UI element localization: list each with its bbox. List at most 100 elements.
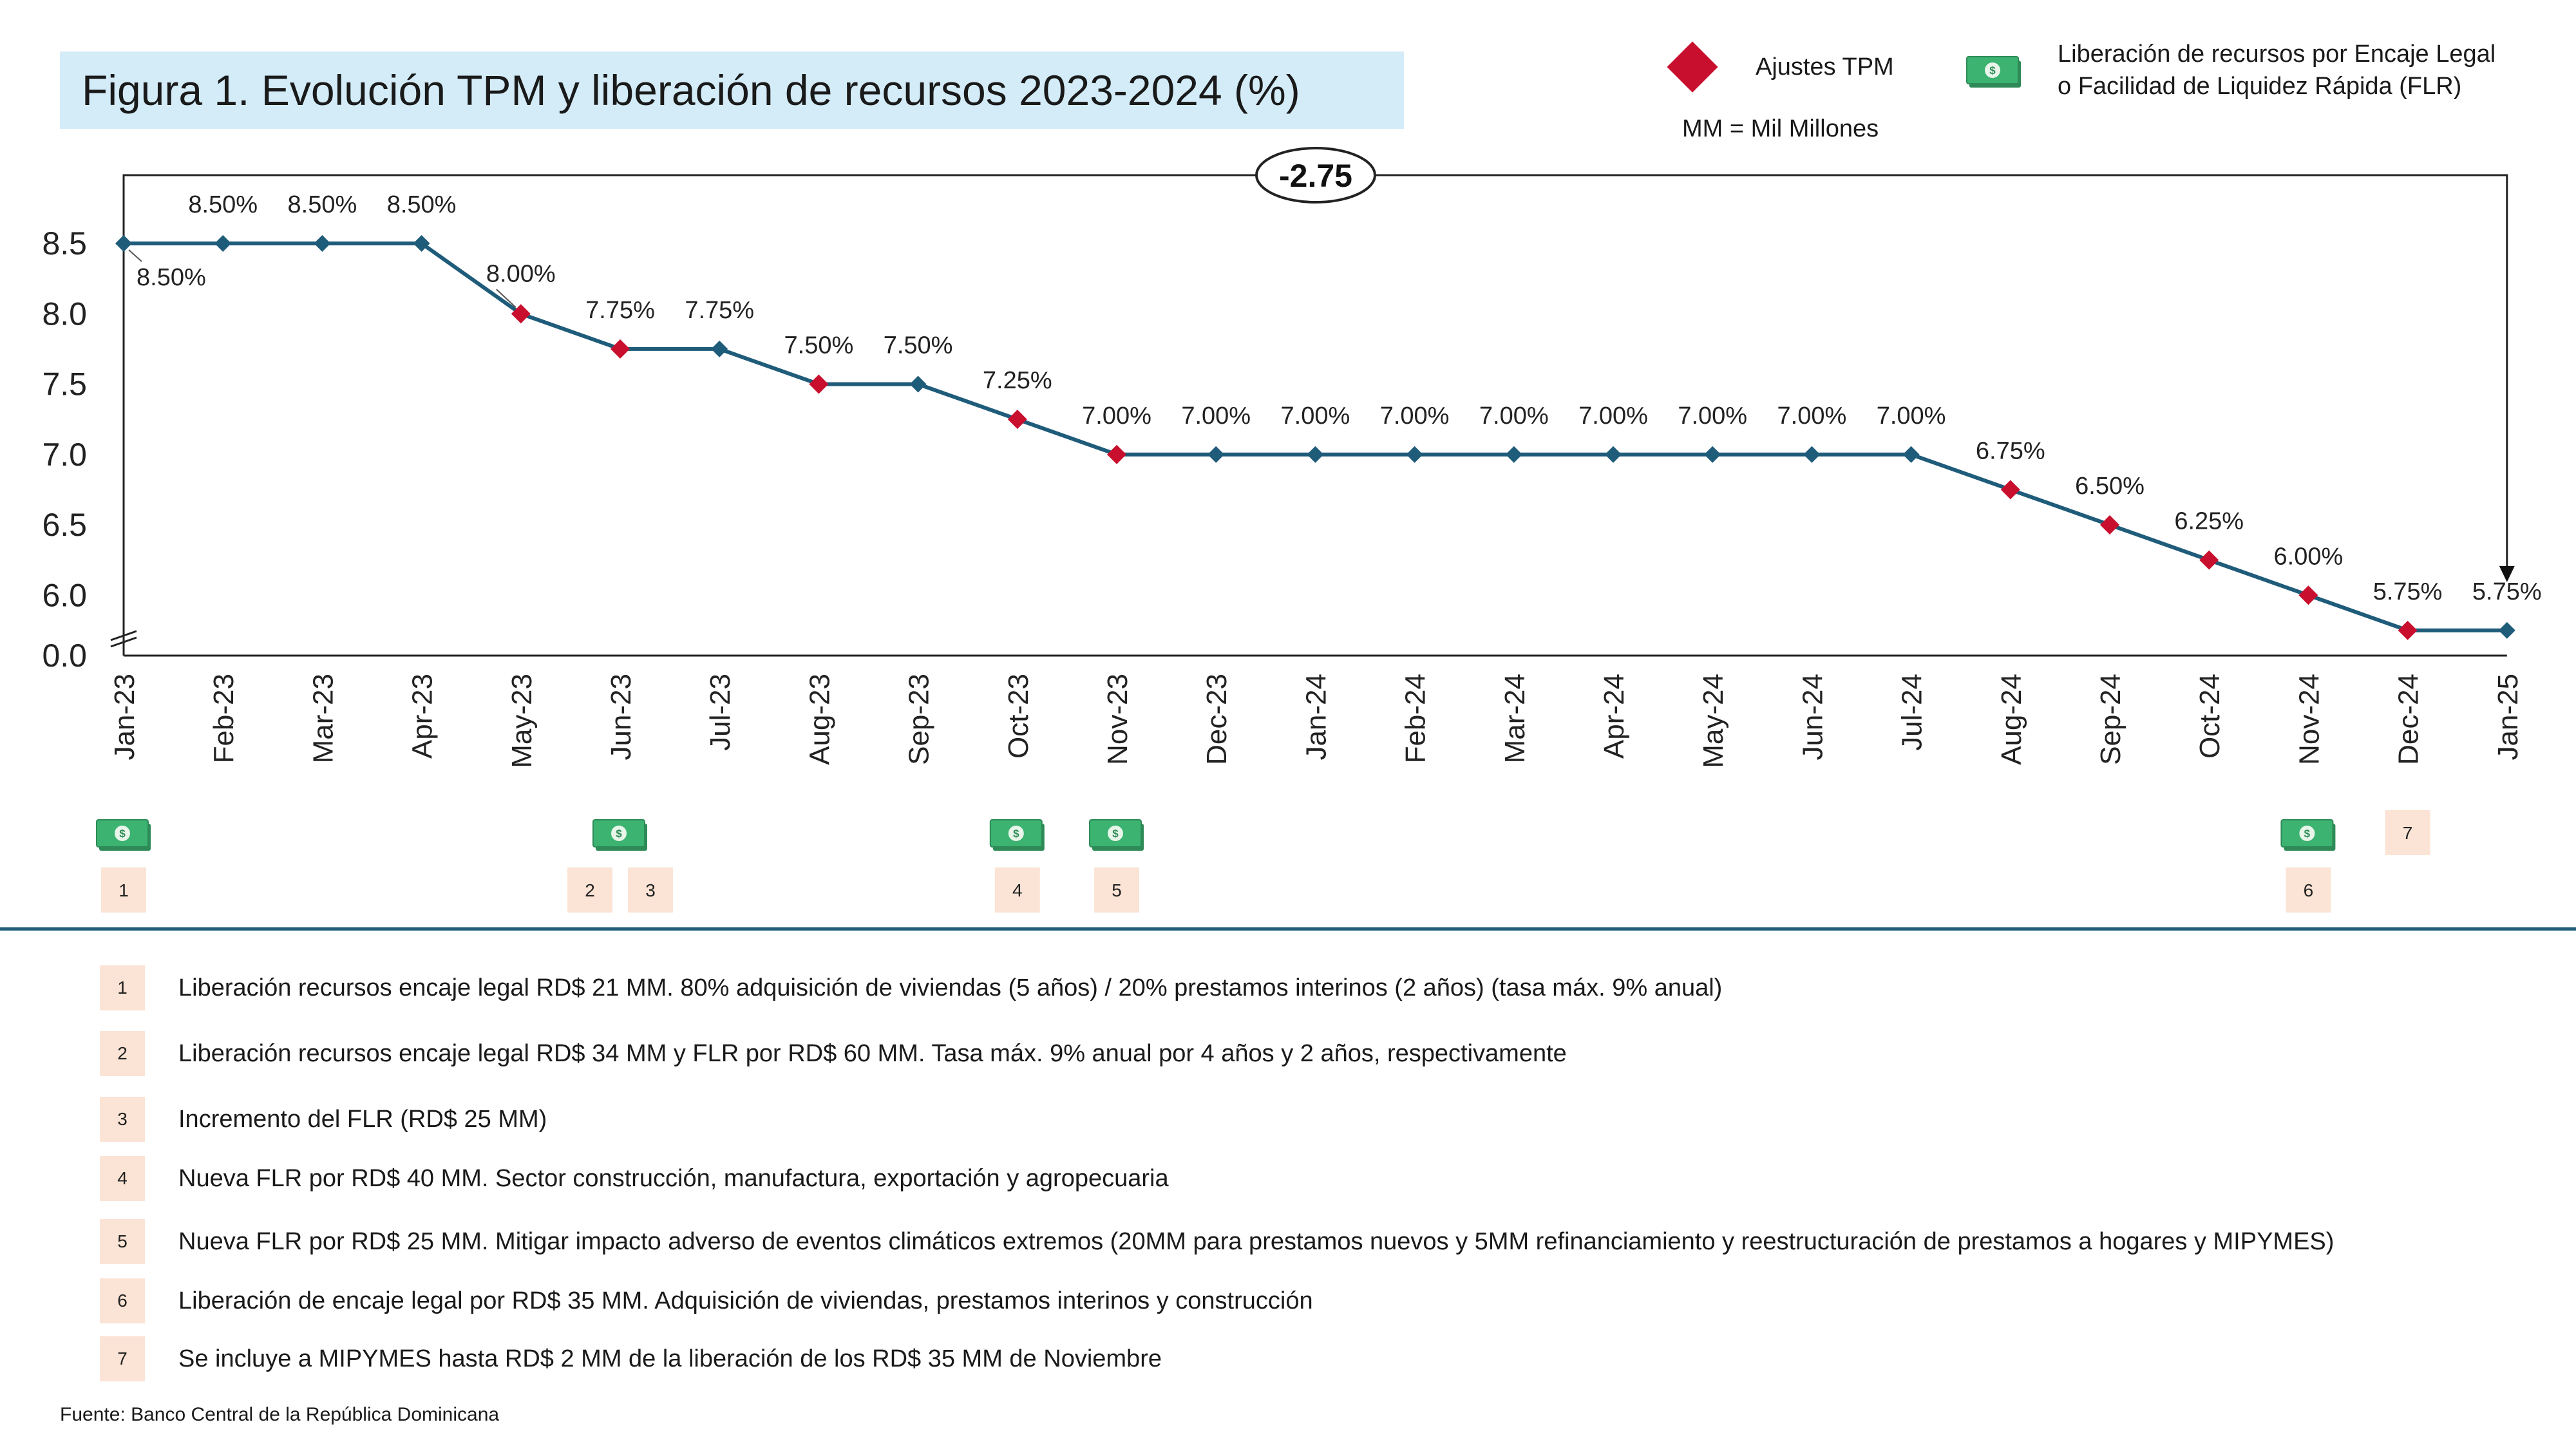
footnote-badge: 1 (100, 965, 145, 1010)
money-icon-symbol: $ (616, 828, 622, 840)
x-tick-label: Nov-24 (2293, 674, 2325, 765)
data-label: 7.25% (983, 367, 1052, 394)
release-badge-number: 1 (118, 880, 129, 900)
data-label: 7.00% (1777, 402, 1847, 430)
money-icon-coin (115, 826, 130, 841)
x-tick-label: Mar-24 (1499, 674, 1531, 763)
mm-note: MM = Mil Millones (1682, 115, 1879, 142)
data-label: 7.00% (1578, 402, 1648, 430)
x-tick-label: May-24 (1698, 674, 1729, 768)
y-tick-label: 0.0 (42, 638, 87, 674)
release-badge (994, 867, 1040, 913)
data-point (1406, 446, 1423, 463)
x-tick-label: Apr-24 (1598, 674, 1630, 759)
money-icon-symbol: $ (1112, 828, 1119, 840)
source-note: Fuente: Banco Central de la República Do… (60, 1404, 500, 1425)
footnote-text: Nueva FLR por RD$ 40 MM. Sector construc… (178, 1164, 1169, 1192)
data-label: 8.50% (188, 191, 258, 218)
data-point (1803, 446, 1821, 463)
change-bracket (122, 174, 2508, 569)
money-icon-symbol: $ (1013, 828, 1019, 840)
y-tick-label: 7.0 (42, 437, 87, 473)
data-point (1902, 446, 1920, 463)
label-leader-line (496, 289, 516, 308)
x-tick-label: Feb-23 (208, 674, 240, 763)
footnote-row: 4 Nueva FLR por RD$ 40 MM. Sector constru… (100, 1154, 1169, 1203)
footnote-badge: 2 (100, 1031, 145, 1076)
data-point (413, 235, 430, 252)
data-point (115, 235, 132, 252)
data-label: 5.75% (2373, 578, 2443, 605)
section-divider (0, 927, 2576, 931)
money-icon: $ (592, 819, 647, 851)
x-tick-label: Oct-24 (2194, 674, 2226, 759)
release-badge-number: 2 (585, 880, 595, 900)
release-badge-number: 7 (2403, 823, 2413, 843)
footnote-badge: 5 (100, 1219, 145, 1264)
footnote-row: 6 Liberación de encaje legal por RD$ 35 M… (100, 1276, 1313, 1325)
adjustment-legend-label: Ajustes TPM (1756, 53, 1894, 80)
release-badge-number: 5 (1112, 880, 1122, 900)
adjustment-point (1107, 444, 1126, 464)
change-arrow-head (2499, 565, 2515, 582)
data-point (214, 235, 232, 252)
footnote-text: Se incluye a MIPYMES hasta RD$ 2 MM de l… (178, 1345, 1162, 1372)
adjustment-point (2398, 620, 2418, 640)
adjustment-point (809, 374, 829, 394)
tpm-series-line (124, 242, 2507, 632)
data-point (711, 340, 728, 357)
money-icon: $ (989, 819, 1045, 851)
x-tick-label: Jul-23 (705, 674, 736, 751)
money-legend-icon: $ (1966, 56, 2021, 88)
x-tick-label: Jan-25 (2492, 674, 2524, 761)
label-leader-line (128, 249, 142, 262)
adjustment-point (2000, 480, 2020, 500)
footnote-badge: 3 (100, 1097, 145, 1142)
money-icon: $ (2280, 819, 2336, 851)
x-tick-label: Jul-24 (1897, 674, 1928, 751)
data-label: 7.00% (1380, 402, 1450, 430)
footnote-text: Liberación de encaje legal por RD$ 35 MM… (178, 1287, 1313, 1314)
footnote-text: Incremento del FLR (RD$ 25 MM) (178, 1105, 547, 1133)
data-point (1505, 446, 1522, 463)
release-badge (567, 867, 612, 913)
adjustment-point (511, 304, 531, 324)
data-point (1704, 446, 1721, 463)
y-tick-label: 8.0 (42, 296, 87, 332)
x-tick-label: Aug-24 (1996, 674, 2027, 765)
data-label: 7.00% (1082, 402, 1151, 430)
x-tick-label: May-23 (506, 674, 538, 768)
adjustment-point (2298, 585, 2318, 605)
footnote-row: 2 Liberación recursos encaje legal RD$ 34… (100, 1029, 1567, 1078)
svg-text:$: $ (1989, 64, 1996, 77)
y-tick-label: 6.0 (42, 577, 87, 613)
money-icon-coin (611, 826, 627, 841)
chart-title: Figura 1. Evolución TPM y liberación de … (82, 66, 1300, 114)
data-label: 8.00% (486, 260, 556, 287)
x-tick-label: Aug-23 (804, 674, 835, 765)
data-label: 7.50% (784, 332, 854, 359)
release-badge (2385, 810, 2430, 855)
x-tick-label: Jan-24 (1300, 674, 1332, 761)
x-tick-label: Dec-24 (2393, 674, 2425, 765)
data-label: 7.00% (1877, 402, 1946, 430)
release-badge (2286, 867, 2331, 913)
money-icon-coin (2299, 826, 2315, 841)
release-legend-label-2: o Facilidad de Liquidez Rápida (FLR) (2058, 73, 2462, 100)
data-point (909, 375, 927, 393)
data-label: 6.00% (2274, 543, 2344, 570)
money-icon-symbol: $ (2304, 828, 2311, 840)
data-label: 8.50% (387, 191, 457, 218)
footnote-row: 5 Nueva FLR por RD$ 25 MM. Mitigar impact… (100, 1217, 2334, 1266)
adjustment-point (1007, 410, 1027, 430)
title-box: Figura 1. Evolución TPM y liberación de … (60, 52, 1404, 129)
data-label: 8.50% (288, 191, 357, 218)
data-point (1605, 446, 1622, 463)
x-tick-label: Oct-23 (1003, 674, 1034, 759)
data-point (1307, 446, 1324, 463)
change-ellipse (1255, 147, 1376, 204)
footnote-row: 1 Liberación recursos encaje legal RD$ 21… (100, 963, 1722, 1012)
footnote-text: Nueva FLR por RD$ 25 MM. Mitigar impacto… (178, 1227, 2334, 1255)
adjustment-point (2199, 550, 2219, 570)
release-legend-label-1: Liberación de recursos por Encaje Legal (2058, 41, 2496, 68)
